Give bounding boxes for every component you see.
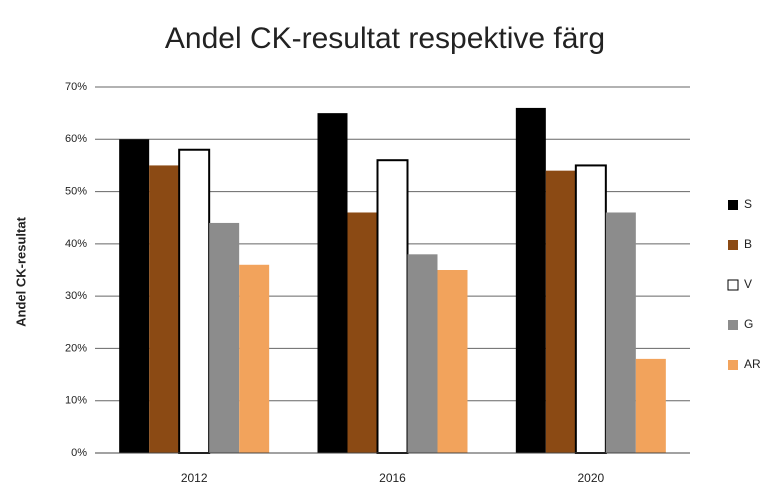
bar: [119, 139, 150, 454]
y-axis-label: Andel CK-resultat: [13, 216, 28, 326]
bar: [635, 358, 666, 453]
legend-label: V: [744, 277, 752, 291]
bar: [574, 164, 607, 455]
x-tick-label: 2020: [577, 471, 604, 485]
bar: [376, 159, 409, 454]
chart-title: Andel CK-resultat respektive färg: [165, 22, 605, 55]
x-tick-label: 2012: [181, 471, 208, 485]
legend-label: G: [744, 317, 753, 331]
legend-swatch: [727, 279, 739, 291]
bar: [407, 254, 438, 453]
y-tick-label: 50%: [65, 185, 87, 197]
bar: [209, 222, 240, 453]
y-tick-label: 0%: [71, 447, 87, 459]
legend-swatch: [728, 360, 738, 370]
bar: [149, 165, 180, 453]
x-tick-label: 2016: [379, 471, 406, 485]
y-tick-label: 70%: [65, 81, 87, 93]
bar: [317, 113, 348, 454]
bar: [347, 212, 378, 453]
legend-label: S: [744, 197, 752, 211]
legend-label: B: [744, 237, 752, 251]
legend-swatch: [728, 320, 738, 330]
bar: [178, 148, 211, 454]
y-tick-label: 60%: [65, 133, 87, 145]
legend-swatch: [728, 200, 738, 210]
legend-swatch: [728, 240, 738, 250]
y-tick-label: 20%: [65, 342, 87, 354]
y-tick-label: 10%: [65, 395, 87, 407]
legend-label: AR: [744, 357, 761, 371]
y-tick-label: 30%: [65, 290, 87, 302]
bar: [239, 264, 270, 453]
bar: [545, 170, 576, 453]
bar: [605, 212, 636, 453]
y-tick-label: 40%: [65, 238, 87, 250]
bar: [515, 107, 546, 454]
bar: [437, 270, 468, 453]
